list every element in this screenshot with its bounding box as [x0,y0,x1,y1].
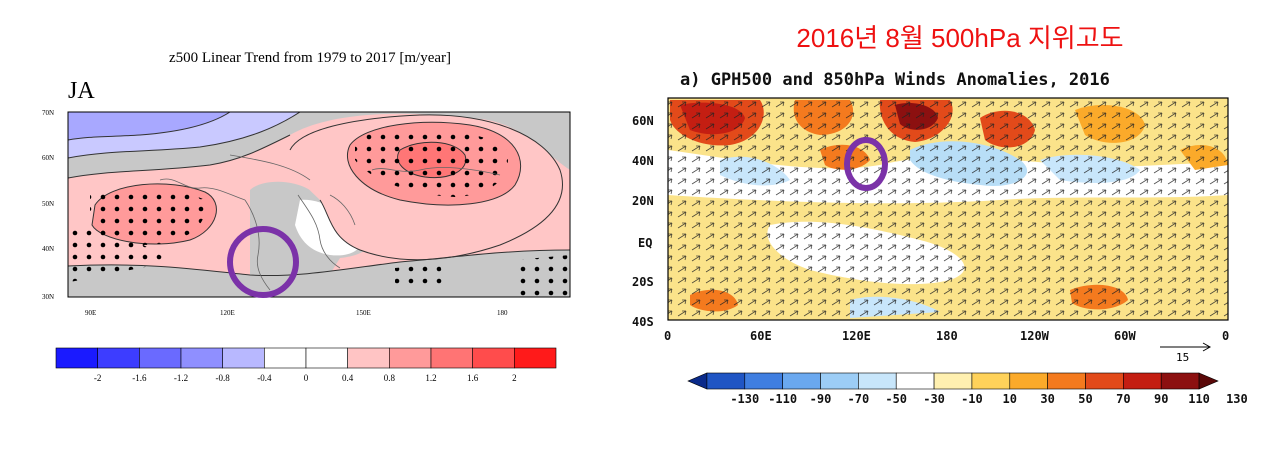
right-colorbar-label: -10 [961,392,983,406]
right-colorbar-label: 110 [1188,392,1210,406]
reference-vector-label: 15 [1176,351,1189,364]
right-heading: 2016년 8월 500hPa 지위고도 [796,23,1124,53]
right-colorbar-label: -50 [885,392,907,406]
right-chart-title: a) GPH500 and 850hPa Winds Anomalies, 20… [680,70,1110,90]
left-colorbar-label: -2 [94,373,102,383]
right-colorbar: -130 -110 -90 -70 -50 -30 -10 10 30 50 70 90 110 130 [687,372,1248,406]
right-colorbar-label: -30 [923,392,945,406]
left-colorbar: -2 -1.6 -1.2 -0.8 -0.4 0 0.4 0.8 1.2 1.6 2 [55,347,557,383]
right-colorbar-cell [782,372,821,390]
x-tick-120e: 120E [842,329,871,343]
left-colorbar-label: -1.2 [174,373,188,383]
right-colorbar-label: 90 [1154,392,1168,406]
right-colorbar-label: 50 [1078,392,1092,406]
season-label: JA [68,78,95,104]
right-colorbar-cell [1009,372,1048,390]
left-colorbar-cell [139,347,182,369]
y-tick-40s: 40S [632,315,654,329]
left-colorbar-cell [305,347,348,369]
y-tick-60n: 60N [42,154,54,162]
right-colorbar-cell [744,372,783,390]
y-tick-60n: 60N [632,114,654,128]
highlight-circle [844,137,888,191]
left-colorbar-label: 0 [304,373,309,383]
left-colorbar-cell [55,347,98,369]
left-colorbar-label: 2 [512,373,517,383]
right-colorbar-label: -70 [848,392,870,406]
left-colorbar-label: -0.8 [216,373,231,383]
left-colorbar-cell [180,347,223,369]
left-colorbar-label: 0.4 [342,373,354,383]
left-colorbar-label: 1.6 [467,373,479,383]
left-colorbar-label: 1.2 [425,373,436,383]
right-colorbar-label: -130 [730,392,759,406]
x-tick-120e: 120E [220,309,235,317]
right-colorbar-cell [1198,372,1219,390]
x-tick-0: 0 [664,329,671,343]
right-colorbar-label: 10 [1003,392,1017,406]
left-chart-title: z500 Linear Trend from 1979 to 2017 [m/y… [168,50,452,66]
right-colorbar-cell [1085,372,1124,390]
left-colorbar-cell [222,347,265,369]
right-colorbar-cell [706,372,746,390]
highlight-circle [227,226,299,298]
right-colorbar-cell [687,372,708,390]
left-colorbar-cell [430,347,473,369]
reference-vector: 15 [1160,342,1212,364]
x-tick-60e: 60E [750,329,772,343]
x-tick-120w: 120W [1020,329,1050,343]
x-tick-0-end: 0 [1222,329,1229,343]
y-tick-50n: 50N [42,200,54,208]
right-colorbar-label: -90 [810,392,832,406]
left-colorbar-cell [97,347,140,369]
right-colorbar-cell [1047,372,1086,390]
x-tick-180: 180 [497,309,508,317]
y-tick-eq: EQ [638,236,652,250]
x-tick-60w: 60W [1114,329,1136,343]
right-colorbar-label: 30 [1040,392,1054,406]
right-colorbar-label: 130 [1226,392,1248,406]
x-tick-180: 180 [936,329,958,343]
x-tick-150e: 150E [356,309,371,317]
left-colorbar-label: -1.6 [132,373,147,383]
right-map: 60N 40N 20N EQ 20S 40S 0 60E 120E 180 12… [632,97,1229,364]
y-tick-40n: 40N [632,154,654,168]
right-colorbar-cell [895,372,935,390]
left-colorbar-cell [472,347,515,369]
right-colorbar-cell [971,372,1011,390]
right-colorbar-cell [820,372,859,390]
x-tick-90e: 90E [85,309,96,317]
y-tick-20n: 20N [632,194,654,208]
left-colorbar-cell [347,347,390,369]
right-colorbar-label: -110 [768,392,797,406]
left-colorbar-cell [264,347,307,369]
left-colorbar-label: 0.8 [384,373,396,383]
y-tick-40n: 40N [42,245,54,253]
y-tick-30n: 30N [42,293,54,301]
left-colorbar-cell [389,347,432,369]
left-colorbar-label: -0.4 [257,373,272,383]
right-colorbar-cell [858,372,897,390]
left-map: 70N 60N 50N 40N 30N 90E 120E 150E 180 [42,109,571,317]
right-colorbar-cell [1123,372,1162,390]
right-colorbar-label: 70 [1116,392,1130,406]
y-tick-20s: 20S [632,275,654,289]
right-colorbar-cell [1160,372,1200,390]
right-colorbar-cell [933,372,973,390]
left-colorbar-cell [514,347,557,369]
y-tick-70n: 70N [42,109,54,117]
